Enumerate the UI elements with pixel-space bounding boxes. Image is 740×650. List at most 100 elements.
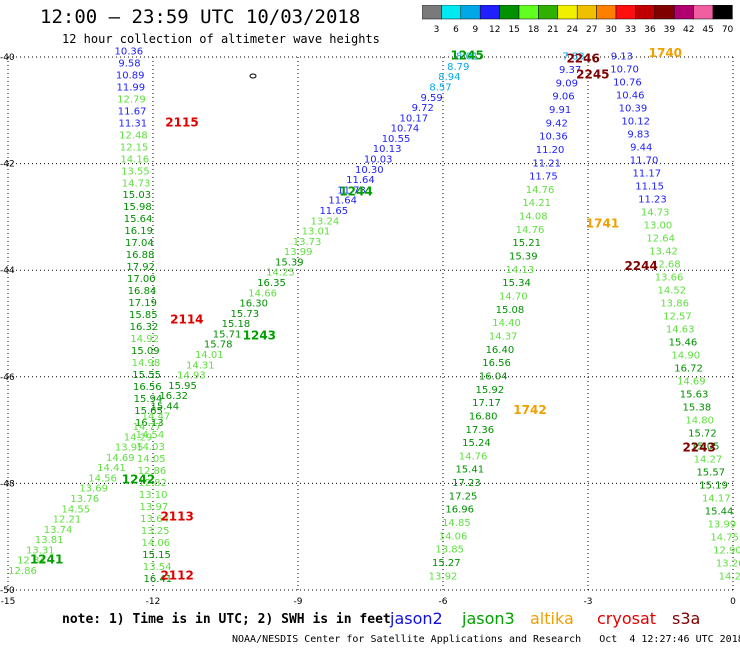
y-tick-label: -40 [0, 53, 15, 63]
wave-height-value: 15.73 [231, 309, 260, 320]
wave-height-value: 16.13 [135, 418, 164, 429]
wave-height-value: 14.80 [685, 415, 714, 426]
wave-height-value: 14.56 [88, 473, 117, 484]
wave-height-value: 10.76 [613, 78, 642, 89]
y-tick-label: -44 [0, 266, 15, 276]
wave-height-value: 8.94 [438, 72, 460, 83]
wave-height-value: 11.21 [532, 158, 561, 169]
pass-time-label: 2245 [576, 67, 609, 81]
wave-height-value: 15.44 [705, 506, 734, 517]
wave-height-value: 13.26 [716, 558, 740, 569]
wave-height-value: 14.29 [719, 571, 740, 582]
wave-height-value: 11.64 [328, 196, 357, 207]
wave-height-value: 15.27 [432, 558, 461, 569]
wave-height-value: 15.78 [204, 340, 233, 351]
wave-height-value: 11.70 [630, 156, 659, 167]
x-tick-label: -6 [439, 597, 448, 607]
wave-height-value: 9.09 [556, 78, 578, 89]
wave-height-value: 8.01 [456, 52, 478, 63]
wave-height-value: 14.75 [710, 532, 739, 543]
satellite-label-cryosat: cryosat [597, 609, 657, 628]
wave-height-value: 9.13 [611, 52, 633, 63]
wave-height-value: 12.21 [53, 515, 82, 526]
pass-time-label: 1741 [586, 217, 619, 231]
wave-height-value: 13.86 [660, 299, 689, 310]
wave-height-value: 15.24 [462, 438, 491, 449]
wave-height-value: 16.41 [144, 574, 173, 585]
colorbar-label: 15 [508, 25, 519, 35]
wave-height-value: 16.35 [257, 278, 286, 289]
wave-height-value: 14.01 [195, 350, 224, 361]
wave-height-value: 15.34 [502, 278, 531, 289]
wave-height-value: 15.08 [496, 305, 525, 316]
x-tick-label: -15 [1, 597, 16, 607]
wave-height-value: 17.19 [128, 298, 157, 309]
wave-height-value: 15.85 [129, 310, 158, 321]
wave-height-value: 15.39 [275, 257, 304, 268]
satellite-label-s3a: s3a [672, 609, 701, 628]
wave-height-value: 13.64 [140, 514, 169, 525]
wave-height-value: 14.25 [266, 268, 295, 279]
wave-height-value: 13.24 [311, 216, 340, 227]
wave-height-value: 12.64 [646, 234, 675, 245]
wave-height-value: 13.74 [44, 525, 73, 536]
wave-height-value: 16.32 [159, 391, 188, 402]
wave-height-value: 10.39 [619, 104, 648, 115]
wave-height-value: 13.42 [649, 247, 678, 258]
wave-height-value: 10.36 [539, 132, 568, 143]
y-tick-label: -42 [0, 160, 15, 170]
wave-height-value: 14.16 [120, 154, 149, 165]
wave-height-value: 16.32 [130, 322, 159, 333]
y-tick-label: -46 [0, 373, 15, 383]
wave-height-value: 14.05 [137, 454, 166, 465]
wave-height-value: 10.70 [610, 65, 639, 76]
wave-height-value: 11.99 [116, 82, 145, 93]
island-outline [249, 73, 257, 79]
wave-height-value: 13.81 [35, 535, 64, 546]
wave-height-value: 11.65 [319, 206, 348, 217]
wave-height-value: 9.06 [552, 92, 574, 103]
wave-height-value: 14.54 [136, 430, 165, 441]
wave-height-value: 12.84 [17, 556, 46, 567]
wave-height-value: 14.13 [506, 265, 535, 276]
wave-height-value: 15.38 [683, 402, 712, 413]
wave-height-value: 15.65 [134, 406, 163, 417]
wave-height-value: 14.98 [132, 358, 161, 369]
wave-height-value: 15.39 [509, 252, 538, 263]
wave-height-value: 16.80 [469, 411, 498, 422]
wave-height-value: 10.12 [621, 117, 650, 128]
wave-height-value: 15.72 [688, 428, 717, 439]
wave-height-value: 14.77 [133, 422, 162, 433]
wave-height-value: 17.36 [465, 425, 494, 436]
wave-height-value: 11.75 [529, 172, 558, 183]
colorbar-swatch [712, 5, 733, 20]
wave-height-value: 17.04 [125, 238, 154, 249]
wave-height-value: 14.73 [122, 178, 151, 189]
wave-height-value: 9.44 [630, 143, 652, 154]
wave-height-value: 16.96 [445, 505, 474, 516]
wave-height-value: 13.31 [26, 545, 55, 556]
wave-height-value: 15.19 [699, 480, 728, 491]
wave-height-value: 14.21 [522, 198, 551, 209]
wave-height-value: 11.31 [118, 118, 147, 129]
satellite-label-jason2: jason2 [390, 609, 443, 628]
wave-height-value: 15.03 [122, 190, 151, 201]
wave-height-value: 13.01 [302, 227, 331, 238]
wave-height-value: 14.31 [186, 360, 215, 371]
wave-height-value: 9.42 [546, 118, 568, 129]
credit-line: NOAA/NESDIS Center for Satellite Applica… [232, 634, 740, 645]
colorbar-label: 12 [489, 25, 500, 35]
wave-height-value: 11.73 [337, 185, 366, 196]
wave-height-value: 14.41 [97, 463, 126, 474]
wave-height-value: 14.17 [702, 493, 731, 504]
wave-height-value: 12.86 [138, 466, 167, 477]
colorbar-label: 70 [722, 25, 734, 35]
wave-height-value: 15.57 [696, 467, 725, 478]
pass-time-label: 2244 [624, 259, 657, 273]
wave-height-value: 14.06 [142, 538, 171, 549]
pass-time-label: 1742 [513, 403, 546, 417]
wave-height-value: 14.40 [492, 318, 521, 329]
wave-height-value: 13.76 [70, 494, 99, 505]
wave-height-value: 13.85 [435, 545, 464, 556]
pass-time-label: 2114 [170, 313, 203, 327]
